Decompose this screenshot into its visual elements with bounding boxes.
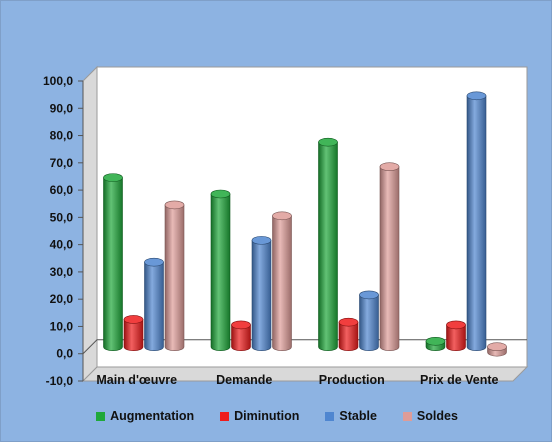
bar [272, 211, 292, 352]
floor [81, 366, 529, 382]
bar [446, 320, 466, 352]
bar [466, 91, 487, 352]
legend: Augmentation Diminution Stable Soldes [1, 409, 552, 423]
legend-label: Soldes [416, 409, 458, 423]
legend-item: Soldes [402, 409, 458, 423]
bar-cap [446, 320, 466, 330]
y-tick-label: 50,0 [50, 210, 74, 224]
y-tick-label: 40,0 [50, 238, 74, 252]
legend-item: Stable [325, 409, 377, 423]
y-tick-label: 70,0 [50, 156, 74, 170]
bar-body [231, 324, 251, 352]
y-tick-label: 60,0 [50, 183, 74, 197]
bar [425, 336, 446, 352]
bar [338, 317, 359, 352]
bar-body [164, 204, 185, 352]
bar [210, 189, 231, 352]
bar-body [210, 193, 231, 352]
x-category-label: Prix de Vente [420, 373, 499, 387]
x-category-label: Demande [216, 373, 272, 387]
bar [103, 173, 123, 352]
bar-cap [318, 137, 338, 147]
bar-body [446, 324, 466, 352]
bar-body [123, 319, 144, 352]
bar-cap [359, 290, 379, 300]
bar-cap [272, 211, 292, 221]
bar-cap [144, 257, 164, 267]
bar-cap [466, 91, 487, 101]
legend-swatch [325, 411, 335, 421]
y-axis: -10,0 0,0 10,0 20,0 30,0 40,0 50,0 60,0 70,0 80,0… [43, 74, 84, 388]
bar-body [318, 141, 338, 352]
legend-swatch [402, 411, 412, 421]
y-tick-label: 20,0 [50, 292, 74, 306]
bar [487, 342, 507, 357]
bar-cap [123, 315, 144, 324]
legend-label: Stable [339, 409, 377, 423]
y-tick-label: 90,0 [50, 101, 74, 115]
legend-label: Diminution [234, 409, 300, 423]
bar-body [466, 95, 487, 352]
x-category-label: Main d'œuvre [96, 373, 177, 387]
bar-cap [210, 189, 231, 199]
bar-cap [338, 317, 359, 327]
legend-item: Diminution [220, 409, 299, 423]
bar-body [251, 240, 272, 352]
y-tick-label: -10,0 [46, 374, 74, 388]
y-tick-label: 100,0 [43, 74, 73, 88]
bar-cap [164, 200, 185, 210]
bar-cap [425, 336, 446, 346]
bar [251, 236, 272, 352]
x-axis: Main d'œuvre Demande Production Prix de Ven… [96, 373, 498, 387]
bar [164, 200, 185, 352]
bar-body [359, 294, 379, 352]
bar-cap [251, 236, 272, 245]
bar [318, 137, 338, 352]
y-tick-label: 0,0 [56, 347, 73, 361]
y-tick-label: 30,0 [50, 265, 74, 279]
bar-body [144, 261, 164, 352]
side-wall [82, 65, 98, 383]
bar [231, 320, 251, 352]
bar [379, 162, 400, 352]
bar [144, 257, 164, 352]
bar-cap [231, 320, 251, 330]
bar-cap [487, 342, 507, 352]
y-tick-label: 10,0 [50, 319, 74, 333]
bar-body [272, 215, 292, 352]
bars [103, 91, 507, 357]
bar-cap [103, 173, 123, 182]
x-category-label: Production [319, 373, 385, 387]
legend-label: Augmentation [110, 409, 195, 423]
bar-body [103, 177, 123, 352]
legend-swatch [220, 411, 230, 421]
legend-swatch [96, 411, 106, 421]
legend-item: Augmentation [96, 409, 194, 423]
bar [359, 290, 379, 352]
bar-body [338, 321, 359, 352]
y-tick-label: 80,0 [50, 129, 74, 143]
bar-cap [379, 162, 400, 172]
bar [123, 315, 144, 352]
bar-body [379, 166, 400, 352]
